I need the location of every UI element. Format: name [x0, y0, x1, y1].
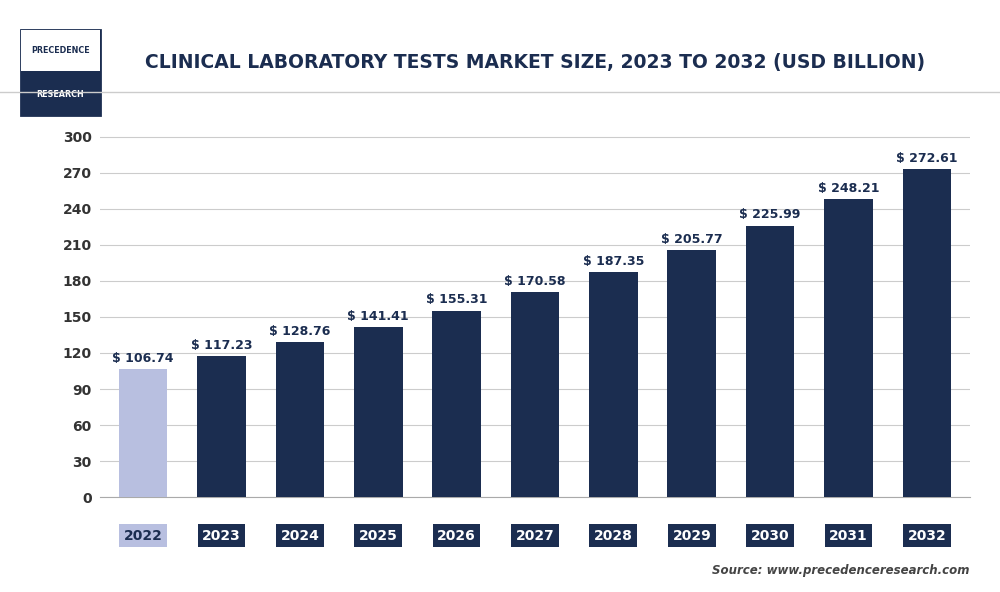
Text: $ 106.74: $ 106.74	[112, 352, 174, 365]
Text: 2031: 2031	[829, 529, 868, 543]
Bar	[667, 250, 716, 497]
Text: $ 187.35: $ 187.35	[583, 255, 644, 268]
Text: $ 272.61: $ 272.61	[896, 152, 958, 165]
Text: $ 141.41: $ 141.41	[347, 310, 409, 323]
Bar	[746, 226, 794, 497]
Text: $ 170.58: $ 170.58	[504, 275, 566, 288]
Text: $ 128.76: $ 128.76	[269, 325, 331, 338]
Text: 2030: 2030	[751, 529, 789, 543]
Text: $ 117.23: $ 117.23	[191, 339, 252, 352]
Bar	[824, 199, 873, 497]
Text: CLINICAL LABORATORY TESTS MARKET SIZE, 2023 TO 2032 (USD BILLION): CLINICAL LABORATORY TESTS MARKET SIZE, 2…	[145, 53, 925, 72]
Text: 2026: 2026	[437, 529, 476, 543]
Text: 2024: 2024	[280, 529, 319, 543]
Bar	[589, 272, 638, 497]
Text: 2023: 2023	[202, 529, 241, 543]
Bar	[903, 169, 951, 497]
Text: $ 155.31: $ 155.31	[426, 293, 487, 306]
Text: 2028: 2028	[594, 529, 633, 543]
Text: PRECEDENCE: PRECEDENCE	[31, 46, 90, 55]
Text: 2032: 2032	[908, 529, 946, 543]
Text: $ 205.77: $ 205.77	[661, 233, 723, 246]
Bar	[276, 342, 324, 497]
Bar	[432, 311, 481, 497]
Bar	[197, 356, 246, 497]
Text: Source: www.precedenceresearch.com: Source: www.precedenceresearch.com	[712, 564, 970, 577]
Bar	[511, 292, 559, 497]
Text: 2027: 2027	[516, 529, 554, 543]
Text: RESEARCH: RESEARCH	[37, 90, 84, 99]
Bar	[354, 327, 403, 497]
Text: 2029: 2029	[672, 529, 711, 543]
Text: 2022: 2022	[124, 529, 163, 543]
Text: $ 225.99: $ 225.99	[739, 208, 801, 221]
FancyBboxPatch shape	[21, 30, 100, 70]
Text: 2025: 2025	[359, 529, 398, 543]
FancyBboxPatch shape	[21, 70, 100, 115]
Bar	[119, 369, 167, 497]
FancyBboxPatch shape	[21, 30, 100, 115]
Text: $ 248.21: $ 248.21	[818, 182, 879, 195]
